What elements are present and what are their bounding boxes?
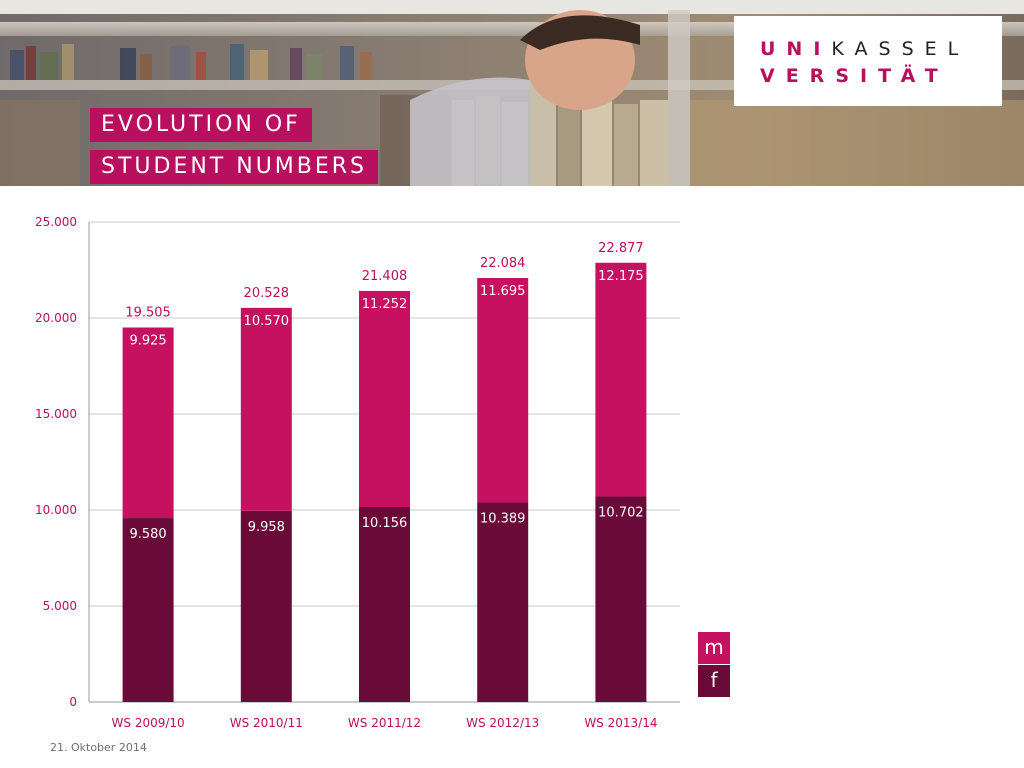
legend-label-m: m bbox=[704, 635, 724, 659]
x-tick-label: WS 2013/14 bbox=[584, 716, 657, 730]
data-label-total: 21.408 bbox=[362, 269, 408, 284]
bar-m bbox=[359, 290, 410, 508]
data-label-m: 12.175 bbox=[598, 269, 644, 284]
y-tick-label: 0 bbox=[69, 695, 77, 709]
bar-f bbox=[595, 496, 647, 702]
title-line-1: EVOLUTION OF bbox=[90, 108, 312, 142]
data-label-f: 10.702 bbox=[598, 506, 644, 521]
data-label-m: 11.252 bbox=[362, 297, 408, 312]
title-line-2: STUDENT NUMBERS bbox=[90, 150, 379, 184]
data-label-m: 10.570 bbox=[244, 314, 290, 329]
y-tick-label: 5.000 bbox=[43, 599, 77, 613]
bar-f bbox=[359, 507, 410, 702]
logo-line-1: UNIKASSEL bbox=[760, 38, 970, 60]
footer-date: 21. Oktober 2014 bbox=[50, 741, 147, 754]
bar-m bbox=[477, 277, 529, 503]
legend-f: f bbox=[698, 665, 730, 697]
data-label-m: 9.925 bbox=[129, 334, 166, 349]
data-label-f: 10.389 bbox=[480, 512, 526, 527]
bar-m bbox=[122, 327, 174, 519]
legend-label-f: f bbox=[710, 668, 718, 692]
bar-m bbox=[595, 262, 647, 497]
data-label-total: 19.505 bbox=[125, 306, 171, 321]
student-numbers-chart: 0 5.000 10.000 15.000 20.000 25.000 9.580 9.925… bbox=[35, 215, 680, 730]
data-label-f: 9.580 bbox=[129, 527, 166, 542]
data-label-m: 11.695 bbox=[480, 284, 526, 299]
logo-line-2: VERSITÄT bbox=[760, 65, 949, 87]
header-banner: EVOLUTION OF STUDENT NUMBERS UNIKASSEL V… bbox=[0, 0, 1024, 186]
bar-m bbox=[240, 307, 292, 511]
x-tick-label: WS 2009/10 bbox=[112, 716, 185, 730]
data-label-total: 20.528 bbox=[244, 286, 290, 301]
data-label-f: 10.156 bbox=[362, 516, 408, 531]
legend-m: m bbox=[698, 632, 730, 664]
bar-f bbox=[240, 510, 292, 702]
bar-f bbox=[477, 502, 529, 702]
x-tick-label: WS 2010/11 bbox=[230, 716, 303, 730]
x-tick-label: WS 2012/13 bbox=[466, 716, 539, 730]
y-tick-label: 20.000 bbox=[35, 311, 77, 325]
bar-f bbox=[122, 518, 174, 702]
university-logo: UNIKASSEL VERSITÄT bbox=[734, 16, 1002, 106]
y-tick-label: 10.000 bbox=[35, 503, 77, 517]
data-label-f: 9.958 bbox=[248, 520, 285, 535]
y-tick-label: 15.000 bbox=[35, 407, 77, 421]
data-label-total: 22.084 bbox=[480, 256, 526, 271]
x-tick-label: WS 2011/12 bbox=[348, 716, 421, 730]
data-label-total: 22.877 bbox=[598, 241, 644, 256]
y-tick-label: 25.000 bbox=[35, 215, 77, 229]
